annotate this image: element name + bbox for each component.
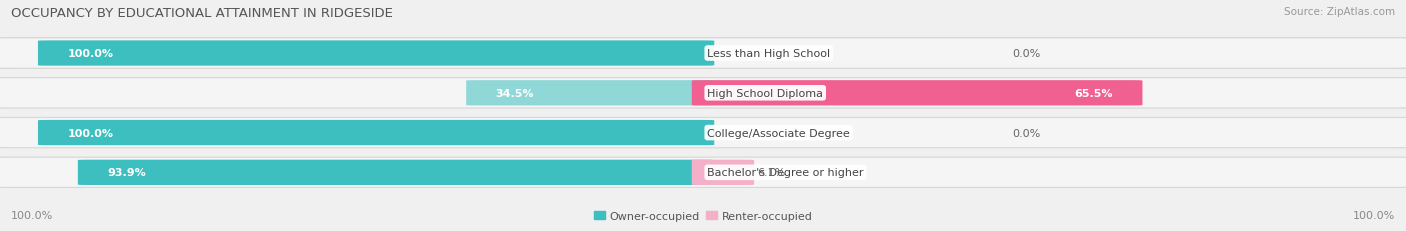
FancyBboxPatch shape <box>692 81 1143 106</box>
FancyBboxPatch shape <box>0 158 1406 187</box>
Text: 65.5%: 65.5% <box>1074 88 1114 98</box>
FancyBboxPatch shape <box>0 119 1406 147</box>
FancyBboxPatch shape <box>692 160 754 185</box>
Text: OCCUPANCY BY EDUCATIONAL ATTAINMENT IN RIDGESIDE: OCCUPANCY BY EDUCATIONAL ATTAINMENT IN R… <box>11 7 394 20</box>
Text: 100.0%: 100.0% <box>67 49 114 59</box>
FancyBboxPatch shape <box>77 160 714 185</box>
FancyBboxPatch shape <box>38 41 714 66</box>
Text: Bachelor's Degree or higher: Bachelor's Degree or higher <box>707 168 863 178</box>
FancyBboxPatch shape <box>38 120 714 146</box>
Text: 34.5%: 34.5% <box>496 88 534 98</box>
Text: 0.0%: 0.0% <box>1012 49 1040 59</box>
Text: 6.1%: 6.1% <box>756 168 785 178</box>
Text: College/Associate Degree: College/Associate Degree <box>707 128 851 138</box>
Legend: Owner-occupied, Renter-occupied: Owner-occupied, Renter-occupied <box>589 207 817 225</box>
Text: 100.0%: 100.0% <box>67 128 114 138</box>
Text: 0.0%: 0.0% <box>1012 128 1040 138</box>
Text: 100.0%: 100.0% <box>11 210 53 220</box>
FancyBboxPatch shape <box>0 79 1406 108</box>
Text: Source: ZipAtlas.com: Source: ZipAtlas.com <box>1284 7 1395 17</box>
Text: High School Diploma: High School Diploma <box>707 88 824 98</box>
FancyBboxPatch shape <box>0 78 1406 109</box>
Text: 100.0%: 100.0% <box>1353 210 1395 220</box>
FancyBboxPatch shape <box>0 157 1406 188</box>
FancyBboxPatch shape <box>0 39 1406 68</box>
FancyBboxPatch shape <box>0 118 1406 148</box>
FancyBboxPatch shape <box>467 81 714 106</box>
Text: Less than High School: Less than High School <box>707 49 831 59</box>
FancyBboxPatch shape <box>0 39 1406 69</box>
Text: 93.9%: 93.9% <box>107 168 146 178</box>
